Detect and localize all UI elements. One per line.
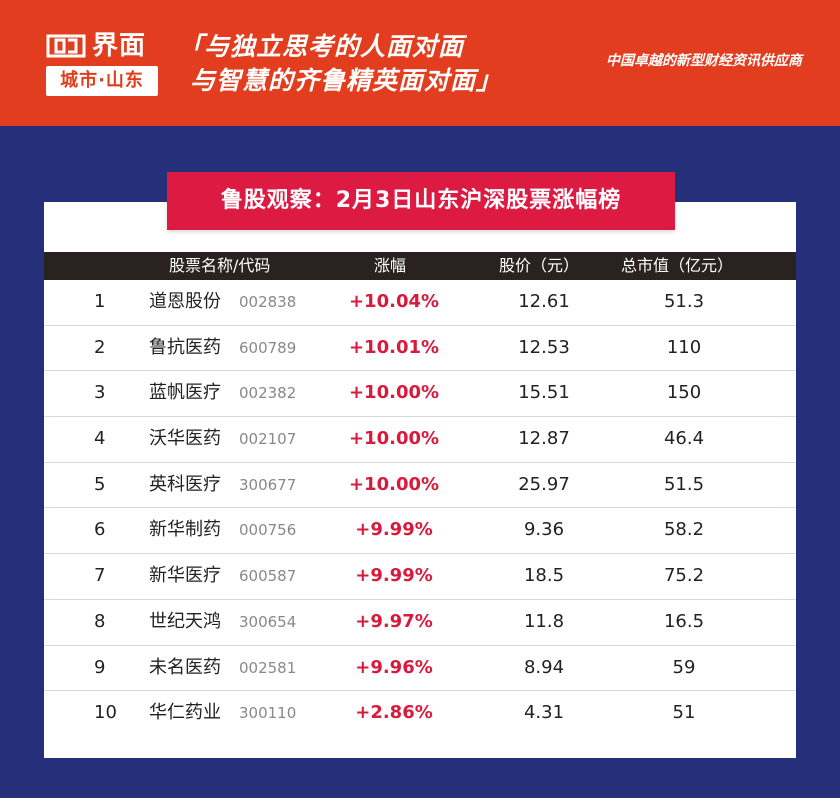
change-cell: +10.00%	[348, 473, 440, 495]
slogan: 「与独立思考的人面对面 与智慧的齐鲁精英面对面」	[178, 30, 502, 98]
change-cell: +10.00%	[348, 382, 440, 404]
table-row: 10 华仁药业 300110 +2.86% 4.31 51	[44, 691, 796, 736]
table-body: 1 道恩股份 002838 +10.04% 12.61 51.3 2 鲁抗医药 …	[44, 280, 796, 736]
tagline: 中国卓越的新型财经资讯供应商	[606, 53, 802, 69]
price-cell: 25.97	[518, 473, 570, 495]
stock-name-cell: 英科医疗	[149, 473, 221, 495]
change-cell: +9.96%	[355, 656, 433, 678]
price-cell: 9.36	[523, 519, 565, 541]
stock-name-cell: 道恩股份	[149, 291, 221, 312]
page-title: 鲁股观察：2月3日山东沪深股票涨幅榜	[167, 172, 675, 230]
ranking-card	[44, 202, 796, 758]
logo: 界面 城市·山东	[46, 30, 158, 98]
slogan-line-2: 与智慧的齐鲁精英面对面」	[190, 66, 503, 95]
change-cell: +2.86%	[355, 702, 433, 724]
price-cell: 8.94	[523, 656, 565, 678]
rank-cell: 1	[94, 291, 106, 312]
change-cell: +9.99%	[355, 519, 433, 541]
table-row: 2 鲁抗医药 600789 +10.01% 12.53 110	[44, 326, 796, 372]
stock-code-cell: 002382	[239, 384, 297, 403]
rank-cell: 7	[94, 565, 106, 587]
change-cell: +10.04%	[348, 291, 440, 312]
rank-cell: 5	[94, 473, 106, 495]
stock-name-cell: 新华制药	[149, 519, 221, 541]
rank-cell: 10	[94, 702, 117, 724]
price-cell: 15.51	[518, 382, 570, 404]
logo-mark-icon	[46, 34, 86, 58]
market-cap-cell: 150	[666, 382, 702, 404]
table-row: 9 未名医药 002581 +9.96% 8.94 59	[44, 646, 796, 692]
market-cap-cell: 51	[672, 702, 696, 724]
market-cap-cell: 110	[666, 336, 702, 358]
stock-name-cell: 未名医药	[149, 656, 221, 678]
price-cell: 4.31	[523, 702, 565, 724]
rank-cell: 4	[94, 428, 106, 450]
stock-name-cell: 蓝帆医疗	[149, 382, 221, 404]
market-cap-cell: 75.2	[663, 565, 705, 587]
market-cap-cell: 59	[672, 656, 696, 678]
change-cell: +9.99%	[355, 565, 433, 587]
table-row: 5 英科医疗 300677 +10.00% 25.97 51.5	[44, 463, 796, 509]
column-header-name: 股票名称/代码	[169, 256, 271, 275]
table-header: 股票名称/代码 涨幅 股价（元） 总市值（亿元）	[44, 252, 796, 280]
table-row: 6 新华制药 000756 +9.99% 9.36 58.2	[44, 508, 796, 555]
rank-cell: 3	[94, 382, 106, 404]
rank-cell: 6	[94, 519, 106, 541]
slogan-line-1: 「与独立思考的人面对面	[178, 32, 465, 61]
change-cell: +9.97%	[355, 610, 433, 632]
price-cell: 12.61	[518, 291, 570, 312]
table-row: 3 蓝帆医疗 002382 +10.00% 15.51 150	[44, 371, 796, 418]
price-cell: 12.87	[518, 428, 570, 450]
stock-code-cell: 300677	[239, 475, 297, 494]
column-header-price: 股价（元）	[499, 256, 580, 275]
stock-name-cell: 鲁抗医药	[149, 336, 221, 358]
price-cell: 11.8	[523, 610, 565, 632]
rank-cell: 9	[94, 656, 106, 678]
stock-code-cell: 600789	[239, 338, 297, 357]
column-header-change: 涨幅	[374, 256, 407, 275]
stock-name-cell: 世纪天鸿	[149, 610, 221, 632]
stock-code-cell: 600587	[239, 567, 297, 586]
table-row: 7 新华医疗 600587 +9.99% 18.5 75.2	[44, 554, 796, 600]
stock-code-cell: 300654	[239, 612, 297, 631]
change-cell: +10.00%	[348, 428, 440, 450]
rank-cell: 2	[94, 336, 106, 358]
price-cell: 18.5	[523, 565, 565, 587]
table-row: 4 沃华医药 002107 +10.00% 12.87 46.4	[44, 417, 796, 463]
logo-subtitle: 城市·山东	[46, 66, 158, 96]
stock-name-cell: 华仁药业	[149, 702, 221, 724]
table-row: 1 道恩股份 002838 +10.04% 12.61 51.3	[44, 280, 796, 326]
price-cell: 12.53	[518, 336, 570, 358]
stock-code-cell: 002107	[239, 430, 297, 449]
market-cap-cell: 51.5	[663, 473, 705, 495]
logo-word: 界面	[92, 31, 147, 61]
rank-cell: 8	[94, 610, 106, 632]
stock-code-cell: 000756	[239, 521, 297, 540]
stock-code-cell: 002581	[239, 658, 297, 677]
market-cap-cell: 58.2	[663, 519, 705, 541]
market-cap-cell: 51.3	[663, 291, 705, 312]
market-cap-cell: 16.5	[663, 610, 705, 632]
header-banner: 界面 城市·山东 「与独立思考的人面对面 与智慧的齐鲁精英面对面」 中国卓越的新…	[0, 0, 840, 126]
table-row: 8 世纪天鸿 300654 +9.97% 11.8 16.5	[44, 600, 796, 646]
change-cell: +10.01%	[348, 336, 440, 358]
stock-code-cell: 300110	[239, 704, 297, 723]
stock-code-cell: 002838	[239, 293, 297, 311]
column-header-cap: 总市值（亿元）	[621, 256, 734, 275]
stock-name-cell: 新华医疗	[149, 565, 221, 587]
market-cap-cell: 46.4	[663, 428, 705, 450]
stock-name-cell: 沃华医药	[149, 428, 221, 450]
